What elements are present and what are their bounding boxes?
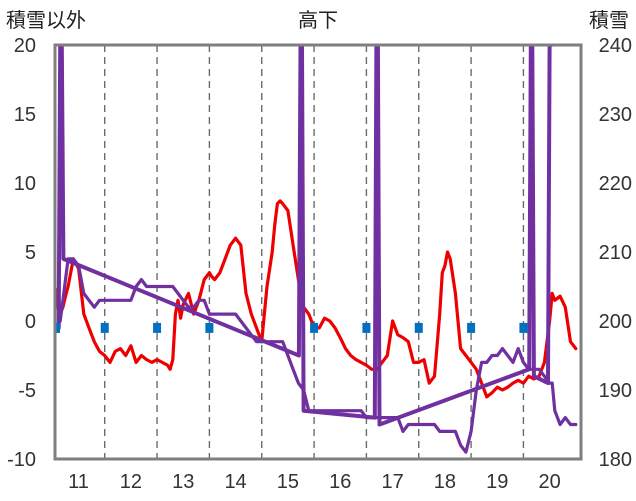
blue-marker [205, 322, 214, 333]
grid [104, 45, 525, 459]
left-tick-label: 20 [14, 35, 36, 57]
right-tick-label: 200 [599, 311, 632, 333]
x-tick-label: 17 [381, 471, 403, 493]
left-tick-label: 0 [25, 311, 36, 333]
left-axis-label: 積雪以外 [6, 9, 86, 32]
purple-series-line-2 [56, 45, 554, 427]
x-tick-label: 11 [68, 471, 89, 493]
x-tick-label: 18 [434, 471, 456, 493]
x-tick-label: 15 [277, 471, 299, 493]
blue-marker [467, 322, 476, 333]
right-tick-label: 190 [599, 380, 632, 402]
x-tick-label: 12 [120, 471, 142, 493]
left-tick-label: 15 [14, 104, 36, 126]
right-tick-label: 220 [599, 173, 632, 195]
left-tick-label: 10 [14, 173, 36, 195]
right-tick-label: 240 [599, 35, 632, 57]
blue-marker [55, 322, 61, 333]
left-tick-label: -10 [7, 449, 36, 471]
x-axis-ticks: 11 12 13 14 15 16 17 18 19 20 [68, 471, 561, 493]
right-tick-label: 180 [599, 449, 632, 471]
chart-title: 高下 [298, 9, 338, 32]
x-tick-label: 20 [538, 471, 560, 493]
blue-marker [519, 322, 528, 333]
blue-marker [100, 322, 109, 333]
left-tick-label: -5 [18, 380, 36, 402]
plot-frame [53, 43, 583, 461]
left-tick-label: 5 [25, 242, 36, 264]
left-axis-ticks: -10 -5 0 5 10 15 20 [7, 35, 36, 471]
right-tick-label: 230 [599, 104, 632, 126]
blue-marker [153, 322, 162, 333]
right-axis-label: 積雪 [589, 9, 629, 32]
x-tick-label: 14 [224, 471, 246, 493]
x-tick-label: 13 [172, 471, 194, 493]
x-tick-label: 16 [329, 471, 351, 493]
right-tick-label: 210 [599, 242, 632, 264]
blue-marker [362, 322, 371, 333]
series-layer [55, 45, 578, 454]
x-tick-label: 19 [486, 471, 508, 493]
blue-marker [414, 322, 423, 333]
right-axis-ticks: 180 190 200 210 220 230 240 [599, 35, 632, 471]
blue-marker [310, 322, 319, 333]
